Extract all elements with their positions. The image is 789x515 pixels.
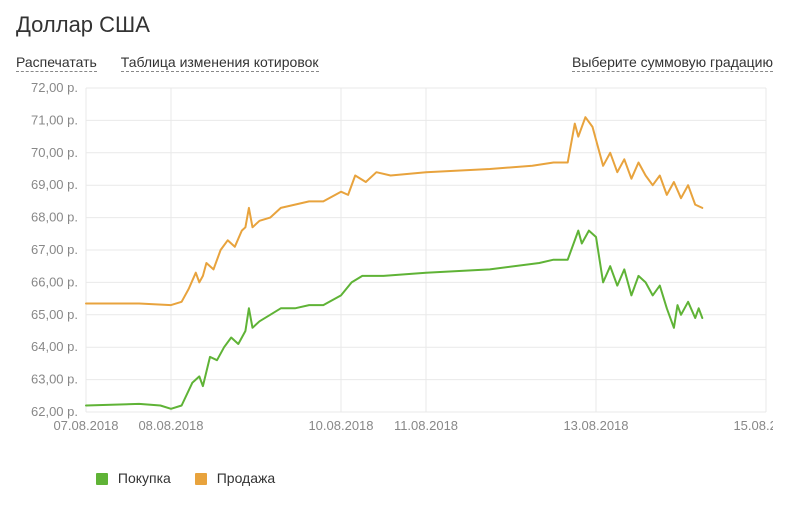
svg-text:68,00 р.: 68,00 р. xyxy=(31,210,78,225)
sum-tiers-link[interactable]: Выберите суммовую градацию xyxy=(572,54,773,72)
svg-text:72,00 р.: 72,00 р. xyxy=(31,82,78,95)
legend-swatch-buy xyxy=(96,473,108,485)
svg-text:07.08.2018: 07.08.2018 xyxy=(53,418,118,433)
legend-label-sell: Продажа xyxy=(217,470,275,486)
legend-swatch-sell xyxy=(195,473,207,485)
legend: Покупка Продажа xyxy=(96,470,773,486)
svg-text:62,00 р.: 62,00 р. xyxy=(31,404,78,419)
line-chart: 62,00 р. 63,00 р. 64,00 р. 65,00 р. 66,00 р.… xyxy=(16,82,773,442)
legend-label-buy: Покупка xyxy=(118,470,171,486)
svg-text:71,00 р.: 71,00 р. xyxy=(31,112,78,127)
print-link[interactable]: Распечатать xyxy=(16,54,97,72)
svg-text:13.08.2018: 13.08.2018 xyxy=(563,418,628,433)
chart-area: 62,00 р. 63,00 р. 64,00 р. 65,00 р. 66,00 р.… xyxy=(16,82,773,462)
svg-text:63,00 р.: 63,00 р. xyxy=(31,372,78,387)
svg-text:70,00 р.: 70,00 р. xyxy=(31,145,78,160)
svg-text:65,00 р.: 65,00 р. xyxy=(31,307,78,322)
svg-text:08.08.2018: 08.08.2018 xyxy=(138,418,203,433)
svg-text:11.08.2018: 11.08.2018 xyxy=(394,418,458,433)
legend-item-sell: Продажа xyxy=(195,470,275,486)
legend-item-buy: Покупка xyxy=(96,470,171,486)
svg-text:67,00 р.: 67,00 р. xyxy=(31,242,78,257)
svg-text:10.08.2018: 10.08.2018 xyxy=(308,418,373,433)
currency-chart-panel: Доллар США Распечатать Таблица изменения… xyxy=(0,0,789,515)
quotes-table-link[interactable]: Таблица изменения котировок xyxy=(121,54,319,72)
page-title: Доллар США xyxy=(16,12,773,38)
svg-text:66,00 р.: 66,00 р. xyxy=(31,274,78,289)
svg-text:64,00 р.: 64,00 р. xyxy=(31,339,78,354)
svg-text:15.08.2018: 15.08.2018 xyxy=(733,418,773,433)
svg-text:69,00 р.: 69,00 р. xyxy=(31,177,78,192)
link-bar: Распечатать Таблица изменения котировок … xyxy=(16,54,773,72)
